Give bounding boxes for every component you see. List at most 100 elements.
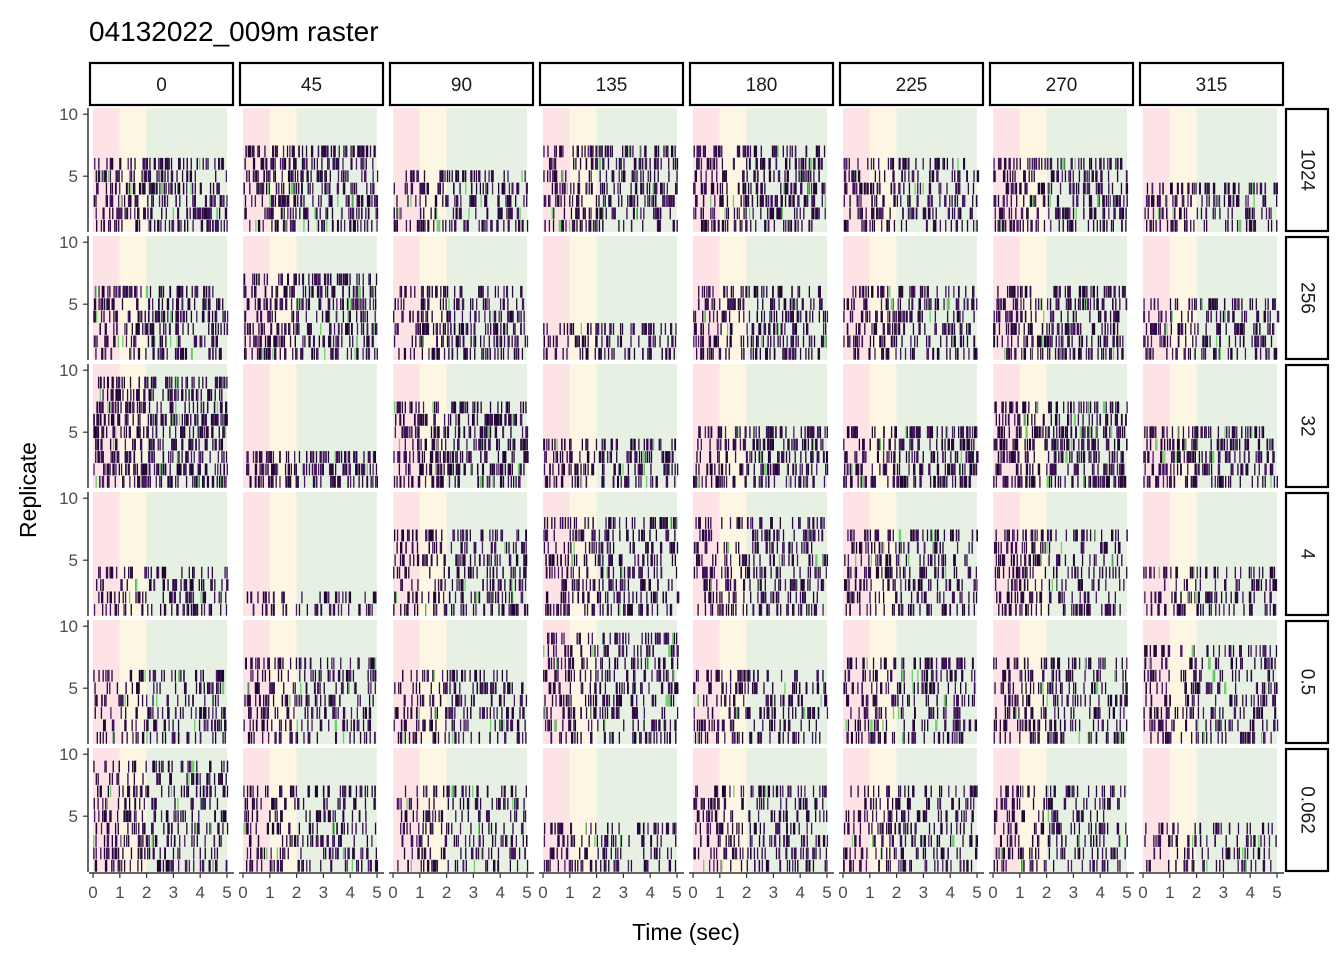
spike-mark <box>348 323 350 335</box>
spike-mark <box>1005 182 1007 195</box>
spike-mark <box>157 219 160 232</box>
spike-mark <box>1123 195 1125 207</box>
chart-title: 04132022_009m raster <box>89 16 379 47</box>
spike-mark <box>154 413 157 426</box>
spike-mark <box>118 285 121 298</box>
spike-mark <box>602 207 605 220</box>
spike-mark <box>567 335 569 348</box>
spike-mark <box>364 219 366 232</box>
spike-mark <box>426 310 429 323</box>
spike-mark <box>109 438 112 451</box>
spike-mark <box>1074 323 1076 335</box>
spike-mark <box>1052 170 1054 183</box>
spike-mark <box>191 463 194 476</box>
spike-mark <box>747 195 750 207</box>
spike-mark <box>504 323 506 335</box>
spike-mark <box>1230 347 1233 360</box>
spike-mark <box>808 157 810 170</box>
spike-mark <box>197 207 200 220</box>
spike-mark <box>724 207 726 220</box>
spike-mark <box>1006 285 1009 298</box>
spike-mark <box>854 170 857 183</box>
spike-mark <box>973 310 975 323</box>
spike-mark <box>436 323 438 335</box>
spike-mark <box>590 157 593 170</box>
spike-mark <box>431 347 434 360</box>
spike-mark <box>318 298 320 311</box>
spike-mark <box>478 170 481 183</box>
spike-mark <box>1031 157 1033 170</box>
spike-mark <box>444 285 446 298</box>
spike-mark <box>148 451 150 463</box>
spike-mark <box>223 219 225 232</box>
spike-mark <box>211 426 214 439</box>
spike-mark <box>740 285 742 298</box>
spike-mark <box>1086 335 1088 348</box>
spike-mark <box>428 347 430 360</box>
spike-mark <box>994 207 996 220</box>
spike-mark <box>789 310 791 323</box>
spike-mark <box>759 347 761 360</box>
spike-mark <box>1085 347 1088 360</box>
spike-mark <box>376 170 379 183</box>
spike-mark <box>158 298 160 311</box>
spike-mark <box>492 323 496 335</box>
spike-mark <box>756 195 759 207</box>
spike-mark <box>311 157 313 170</box>
spike-mark <box>332 298 335 311</box>
spike-mark <box>1121 347 1124 360</box>
spike-mark <box>1214 298 1217 311</box>
spike-mark <box>543 323 545 335</box>
spike-mark <box>312 195 314 207</box>
spike-mark <box>175 475 177 488</box>
spike-mark <box>556 335 558 348</box>
spike-mark <box>555 145 557 158</box>
spike-mark <box>113 298 115 311</box>
spike-mark <box>777 285 779 298</box>
spike-mark <box>354 219 356 232</box>
spike-mark <box>436 285 438 298</box>
spike-mark <box>558 195 560 207</box>
spike-mark <box>620 335 623 348</box>
spike-mark <box>696 195 698 207</box>
spike-mark <box>611 347 613 360</box>
spike-mark <box>333 323 336 335</box>
spike-mark <box>112 426 114 439</box>
spike-mark <box>247 145 250 158</box>
spike-mark <box>874 170 877 183</box>
spike-mark <box>846 182 848 195</box>
spike-mark <box>908 298 910 311</box>
spike-mark <box>657 170 659 183</box>
spike-mark <box>172 207 174 220</box>
spike-mark <box>929 157 931 170</box>
spike-mark <box>469 347 472 360</box>
spike-mark <box>177 475 179 488</box>
facet-panel <box>543 108 679 232</box>
spike-mark <box>849 207 851 220</box>
spike-mark <box>340 207 343 220</box>
spike-mark <box>319 451 321 463</box>
spike-mark <box>211 323 213 335</box>
spike-mark <box>471 170 473 183</box>
spike-mark <box>1172 207 1174 220</box>
spike-mark <box>655 182 657 195</box>
spike-mark <box>329 182 331 195</box>
spike-mark <box>562 145 564 158</box>
spike-mark <box>422 323 425 335</box>
spike-mark <box>1169 298 1172 311</box>
spike-mark <box>254 463 258 476</box>
spike-mark <box>106 157 108 170</box>
spike-mark <box>393 475 396 488</box>
spike-mark <box>275 475 277 488</box>
spike-mark <box>810 182 813 195</box>
spike-mark <box>313 475 315 488</box>
spike-mark <box>1010 195 1012 207</box>
spike-mark <box>265 157 267 170</box>
spike-mark <box>427 285 429 298</box>
spike-mark <box>588 170 590 183</box>
spike-mark <box>1080 347 1082 360</box>
spike-mark <box>132 401 135 414</box>
spike-mark <box>644 195 646 207</box>
spike-mark <box>374 285 377 298</box>
spike-mark <box>891 157 895 170</box>
